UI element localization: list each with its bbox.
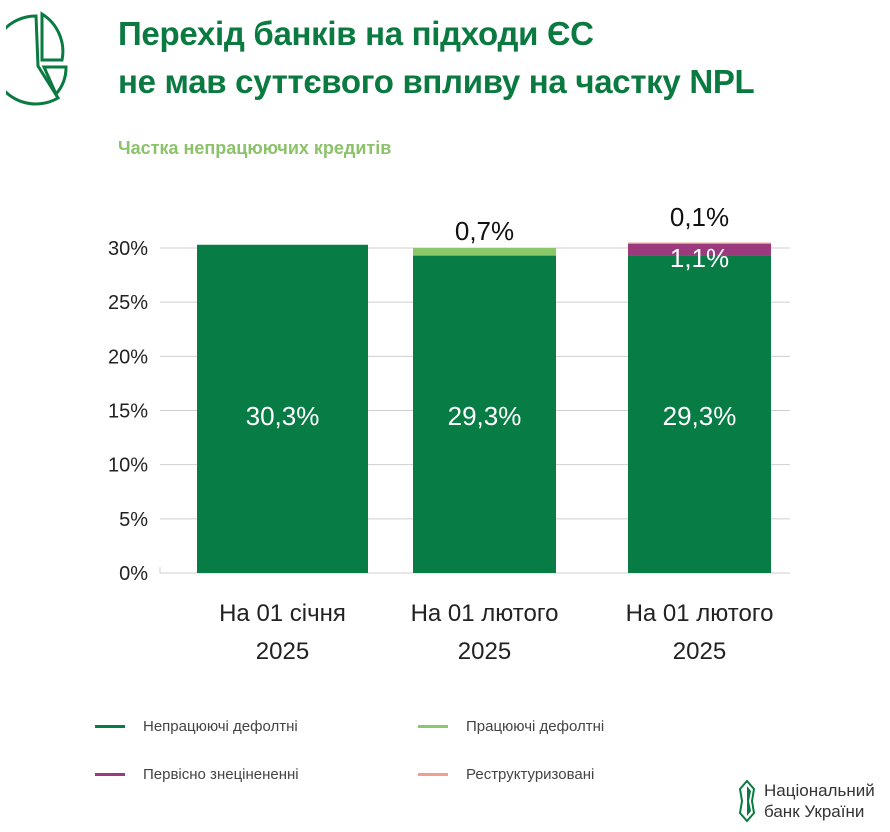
legend-swatch: [95, 725, 125, 728]
bar-segment: [628, 243, 771, 256]
nbu-logo-icon: [738, 780, 756, 822]
x-tick-label: На 01 лютого: [626, 600, 774, 627]
legend-item-performing-default: Працюючі дефолтні: [418, 718, 604, 735]
y-tick-label: 5%: [119, 509, 148, 531]
title-line-1: Перехід банків на підходи ЄС: [118, 15, 594, 52]
logo-line-1: Національний: [764, 781, 875, 800]
bar-segment: [628, 242, 771, 244]
legend-item-restructured: Реструктуризовані: [418, 766, 594, 783]
y-tick-label: 20%: [108, 346, 148, 368]
chart-subtitle: Частка непрацюючих кредитів: [118, 138, 392, 158]
x-tick-label: 2025: [256, 638, 309, 665]
x-tick-label: 2025: [458, 638, 511, 665]
bar-segment: [628, 255, 771, 574]
x-tick-label: На 01 січня: [219, 600, 346, 627]
legend-swatch: [418, 725, 448, 728]
stacked-bar-chart: 0% 5% 10% 15% 20% 25% 30% На 01 січня 2025 На 01 …: [108, 202, 790, 665]
legend-label: Первісно знецінененні: [143, 766, 299, 783]
data-label: 29,3%: [663, 401, 737, 431]
x-tick-label: На 01 лютого: [411, 600, 559, 627]
data-label: 0,1%: [670, 202, 729, 232]
bar-segment: [197, 244, 368, 573]
data-label: 29,3%: [448, 401, 522, 431]
title-line-2: не мав суттєвого впливу на частку NPL: [118, 63, 755, 100]
y-tick-label: 15%: [108, 401, 148, 423]
bar-segment: [413, 255, 556, 574]
legend-label: Непрацюючі дефолтні: [143, 718, 298, 735]
y-tick-label: 10%: [108, 455, 148, 477]
data-label: 0,7%: [455, 216, 514, 246]
pie-chart-icon: [6, 11, 68, 106]
legend-item-poci: Первісно знецінененні: [95, 766, 299, 783]
y-tick-label: 30%: [108, 238, 148, 260]
y-tick-label: 0%: [119, 563, 148, 585]
legend-label: Реструктуризовані: [466, 766, 595, 783]
legend-item-nonperforming-default: Непрацюючі дефолтні: [95, 718, 298, 735]
page-title: Перехід банків на підходи ЄС не мав сутт…: [118, 10, 755, 106]
nbu-logo: Національний банк України: [738, 780, 875, 822]
data-label: 30,3%: [246, 401, 320, 431]
x-tick-label: 2025: [673, 638, 726, 665]
logo-line-2: банк України: [764, 802, 865, 821]
legend-swatch: [95, 773, 125, 776]
legend-swatch: [418, 773, 448, 776]
data-label: 1,1%: [670, 243, 729, 273]
y-tick-label: 25%: [108, 292, 148, 314]
bar-segment: [413, 248, 556, 256]
legend-label: Працюючі дефолтні: [466, 718, 605, 735]
